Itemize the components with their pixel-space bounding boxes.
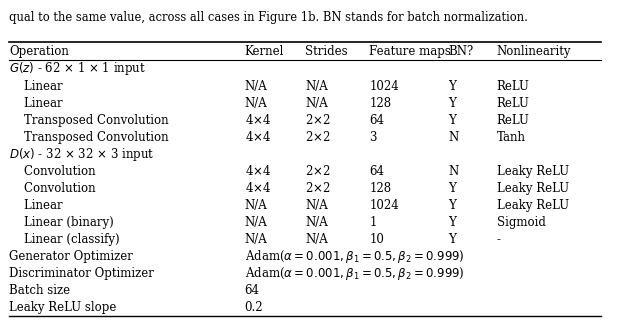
Text: Batch size: Batch size bbox=[10, 284, 70, 297]
Text: N/A: N/A bbox=[305, 216, 328, 229]
Text: Linear (classify): Linear (classify) bbox=[10, 233, 120, 246]
Text: 1024: 1024 bbox=[369, 80, 399, 93]
Text: Linear: Linear bbox=[10, 96, 63, 110]
Text: N/A: N/A bbox=[244, 216, 268, 229]
Text: 2$\times$2: 2$\times$2 bbox=[305, 113, 331, 127]
Text: N/A: N/A bbox=[244, 80, 268, 93]
Text: Generator Optimizer: Generator Optimizer bbox=[10, 250, 133, 263]
Text: 3: 3 bbox=[369, 131, 377, 144]
Text: 64: 64 bbox=[369, 114, 384, 126]
Text: 4$\times$4: 4$\times$4 bbox=[244, 130, 271, 144]
Text: N/A: N/A bbox=[244, 233, 268, 246]
Text: 4$\times$4: 4$\times$4 bbox=[244, 181, 271, 195]
Text: Discriminator Optimizer: Discriminator Optimizer bbox=[10, 267, 154, 280]
Text: Adam($\alpha=0.001, \beta_1=0.5, \beta_2=0.999$): Adam($\alpha=0.001, \beta_1=0.5, \beta_2… bbox=[244, 265, 464, 282]
Text: N: N bbox=[448, 165, 458, 178]
Text: Transposed Convolution: Transposed Convolution bbox=[10, 131, 169, 144]
Text: 128: 128 bbox=[369, 182, 391, 195]
Text: Leaky ReLU: Leaky ReLU bbox=[497, 182, 569, 195]
Text: N/A: N/A bbox=[305, 199, 328, 212]
Text: $D(x)$ - 32 $\times$ 32 $\times$ 3 input: $D(x)$ - 32 $\times$ 32 $\times$ 3 input bbox=[10, 146, 155, 163]
Text: qual to the same value, across all cases in Figure 1b. BN stands for batch norma: qual to the same value, across all cases… bbox=[10, 11, 528, 24]
Text: 0.2: 0.2 bbox=[244, 301, 263, 314]
Text: -: - bbox=[497, 233, 501, 246]
Text: 4$\times$4: 4$\times$4 bbox=[244, 113, 271, 127]
Text: Linear (binary): Linear (binary) bbox=[10, 216, 114, 229]
Text: N/A: N/A bbox=[305, 96, 328, 110]
Text: Leaky ReLU: Leaky ReLU bbox=[497, 199, 569, 212]
Text: Y: Y bbox=[448, 80, 456, 93]
Text: Nonlinearity: Nonlinearity bbox=[497, 45, 572, 58]
Text: ReLU: ReLU bbox=[497, 96, 530, 110]
Text: Y: Y bbox=[448, 114, 456, 126]
Text: ReLU: ReLU bbox=[497, 80, 530, 93]
Text: Operation: Operation bbox=[10, 45, 69, 58]
Text: 1024: 1024 bbox=[369, 199, 399, 212]
Text: Convolution: Convolution bbox=[10, 182, 96, 195]
Text: 2$\times$2: 2$\times$2 bbox=[305, 181, 331, 195]
Text: Linear: Linear bbox=[10, 199, 63, 212]
Text: Adam($\alpha=0.001, \beta_1=0.5, \beta_2=0.999$): Adam($\alpha=0.001, \beta_1=0.5, \beta_2… bbox=[244, 248, 464, 265]
Text: N/A: N/A bbox=[305, 233, 328, 246]
Text: 2$\times$2: 2$\times$2 bbox=[305, 164, 331, 178]
Text: Y: Y bbox=[448, 233, 456, 246]
Text: 64: 64 bbox=[369, 165, 384, 178]
Text: Linear: Linear bbox=[10, 80, 63, 93]
Text: Leaky ReLU slope: Leaky ReLU slope bbox=[10, 301, 116, 314]
Text: Y: Y bbox=[448, 182, 456, 195]
Text: 128: 128 bbox=[369, 96, 391, 110]
Text: Y: Y bbox=[448, 216, 456, 229]
Text: Strides: Strides bbox=[305, 45, 348, 58]
Text: N: N bbox=[448, 131, 458, 144]
Text: N/A: N/A bbox=[244, 96, 268, 110]
Text: 1: 1 bbox=[369, 216, 376, 229]
Text: N/A: N/A bbox=[244, 199, 268, 212]
Text: Leaky ReLU: Leaky ReLU bbox=[497, 165, 569, 178]
Text: Y: Y bbox=[448, 199, 456, 212]
Text: Y: Y bbox=[448, 96, 456, 110]
Text: 10: 10 bbox=[369, 233, 384, 246]
Text: 4$\times$4: 4$\times$4 bbox=[244, 164, 271, 178]
Text: Kernel: Kernel bbox=[244, 45, 284, 58]
Text: Feature maps: Feature maps bbox=[369, 45, 451, 58]
Text: Transposed Convolution: Transposed Convolution bbox=[10, 114, 169, 126]
Text: $G(z)$ - 62 $\times$ 1 $\times$ 1 input: $G(z)$ - 62 $\times$ 1 $\times$ 1 input bbox=[10, 61, 147, 78]
Text: Convolution: Convolution bbox=[10, 165, 96, 178]
Text: 64: 64 bbox=[244, 284, 260, 297]
Text: 2$\times$2: 2$\times$2 bbox=[305, 130, 331, 144]
Text: ReLU: ReLU bbox=[497, 114, 530, 126]
Text: Sigmoid: Sigmoid bbox=[497, 216, 546, 229]
Text: N/A: N/A bbox=[305, 80, 328, 93]
Text: BN?: BN? bbox=[448, 45, 474, 58]
Text: Tanh: Tanh bbox=[497, 131, 526, 144]
